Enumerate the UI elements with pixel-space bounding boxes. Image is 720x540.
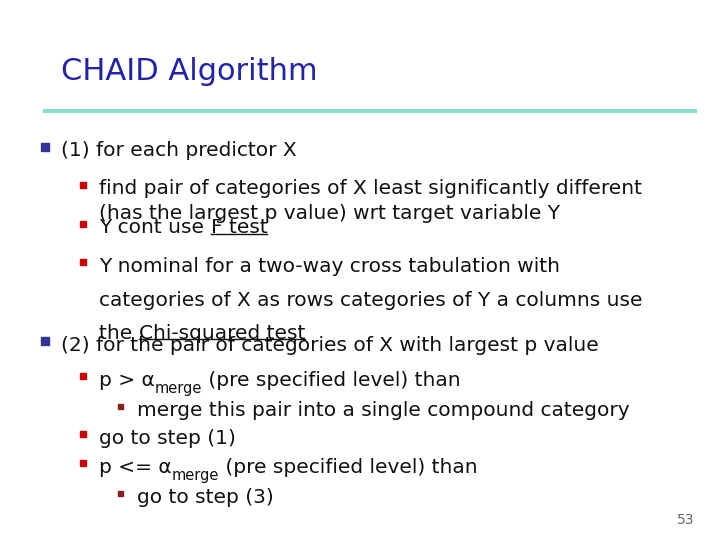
Text: CHAID Algorithm: CHAID Algorithm: [61, 57, 318, 86]
Text: find pair of categories of X least significantly different
(has the largest p va: find pair of categories of X least signi…: [99, 179, 642, 223]
Text: merge: merge: [172, 468, 220, 483]
Text: the: the: [99, 324, 139, 343]
Text: (pre specified level) than: (pre specified level) than: [220, 458, 478, 477]
Text: F test: F test: [211, 218, 268, 237]
Text: (2) for the pair of categories of X with largest p value: (2) for the pair of categories of X with…: [61, 336, 599, 355]
Text: go to step (1): go to step (1): [99, 429, 236, 448]
Text: 53: 53: [678, 512, 695, 526]
Text: Chi-squared test: Chi-squared test: [139, 324, 305, 343]
Text: p > α: p > α: [99, 371, 155, 390]
Text: merge: merge: [155, 381, 202, 396]
Text: p <= α: p <= α: [99, 458, 172, 477]
Text: merge this pair into a single compound category: merge this pair into a single compound c…: [137, 401, 629, 420]
Text: categories of X as rows categories of Y a columns use: categories of X as rows categories of Y …: [99, 291, 643, 309]
Text: go to step (3): go to step (3): [137, 488, 274, 507]
Text: Y nominal for a two-way cross tabulation with: Y nominal for a two-way cross tabulation…: [99, 257, 560, 276]
Text: Y cont use: Y cont use: [99, 218, 211, 237]
Text: (pre specified level) than: (pre specified level) than: [202, 371, 461, 390]
Text: (1) for each predictor X: (1) for each predictor X: [61, 141, 297, 160]
